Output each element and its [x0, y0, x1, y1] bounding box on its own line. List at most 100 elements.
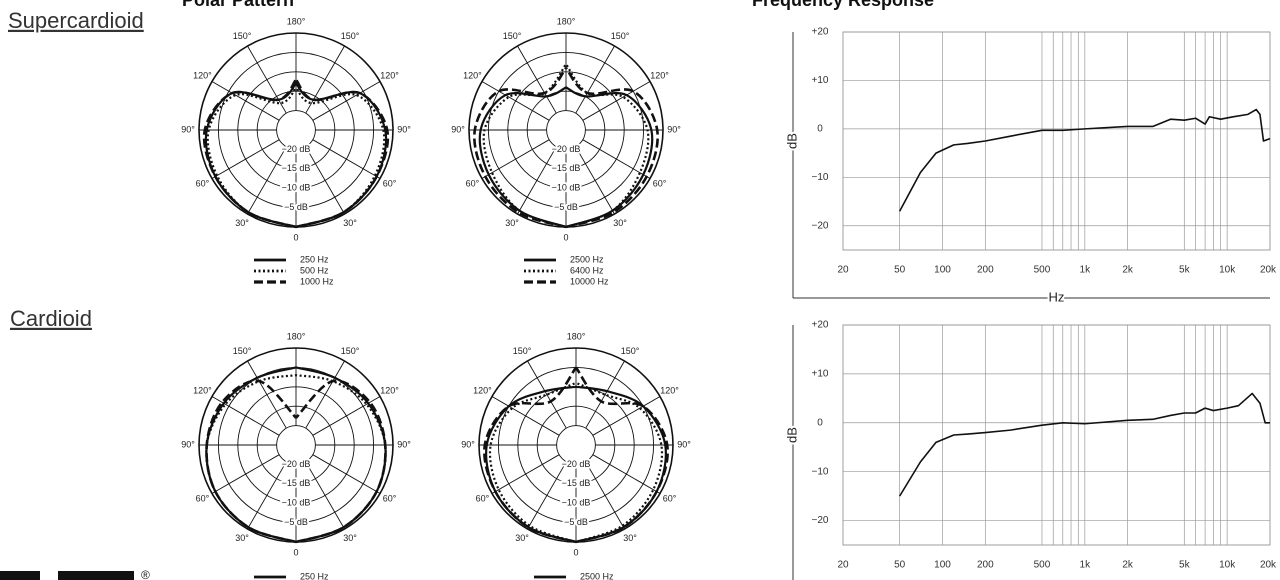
- angle-label: 120°: [193, 385, 212, 395]
- spoke: [211, 139, 280, 179]
- x-tick-label: 10k: [1219, 265, 1236, 276]
- polar-curve: [483, 366, 578, 544]
- response-curve: [898, 108, 1271, 212]
- angle-label: 120°: [463, 70, 482, 80]
- plot-frame: [842, 324, 1271, 546]
- angle-label: 30°: [515, 533, 529, 543]
- spoke: [491, 454, 560, 494]
- x-tick-label: 2k: [1122, 265, 1134, 276]
- ring-label: −10 dB: [552, 183, 581, 193]
- angle-label: 150°: [341, 31, 360, 41]
- response-curve: [898, 392, 1270, 497]
- y-tick-label: +10: [812, 369, 829, 380]
- spoke: [517, 146, 557, 215]
- legend-label: 500 Hz: [300, 265, 329, 275]
- x-tick-label: 20k: [1260, 560, 1277, 571]
- polar-curve: [205, 366, 297, 544]
- angle-label: 180°: [567, 331, 586, 341]
- x-tick-label: 50: [894, 560, 906, 571]
- polar-curve: [205, 379, 297, 544]
- angle-label: 30°: [623, 533, 637, 543]
- x-tick-label: 5k: [1179, 265, 1191, 276]
- polar-curve: [295, 366, 387, 544]
- polar-curve: [565, 63, 650, 229]
- polar-curve: [295, 86, 386, 229]
- y-tick-label: +10: [812, 75, 829, 86]
- x-tick-label: 20k: [1260, 265, 1277, 276]
- polar-curve: [295, 374, 387, 544]
- y-tick-label: +20: [812, 27, 829, 38]
- angle-label: 180°: [557, 16, 576, 26]
- angle-label: 150°: [233, 346, 252, 356]
- polar-curve: [564, 67, 659, 229]
- angle-label: 150°: [513, 346, 532, 356]
- ring-label: −20 dB: [282, 144, 311, 154]
- ring-label: −20 dB: [562, 459, 591, 469]
- angle-label: 60°: [383, 493, 397, 503]
- angle-label: 90°: [451, 124, 465, 134]
- angle-label: 30°: [235, 218, 249, 228]
- spoke: [211, 81, 280, 121]
- x-tick-label: 50: [894, 265, 906, 276]
- angle-label: 90°: [397, 124, 411, 134]
- legend-label: 1000 Hz: [300, 276, 334, 286]
- angle-label: 0: [563, 232, 568, 242]
- x-tick-label: 100: [934, 265, 951, 276]
- polar-chart: 0 30° 30° 60° 60° 90° 90° 120° 120° 150° 150° 180° −…: [451, 16, 681, 286]
- angle-label: 90°: [461, 439, 475, 449]
- x-tick-label: 20: [837, 560, 849, 571]
- polar-curve: [205, 374, 297, 544]
- polar-curve: [294, 78, 390, 229]
- logo-mark: ®: [141, 568, 150, 580]
- spoke: [491, 396, 560, 436]
- angle-label: 60°: [663, 493, 677, 503]
- polar-curve: [488, 381, 577, 544]
- spoke: [575, 146, 615, 215]
- angle-label: 120°: [380, 70, 399, 80]
- y-tick-label: 0: [817, 417, 823, 428]
- spoke: [211, 454, 280, 494]
- legend-label: 2500 Hz: [580, 571, 614, 580]
- y-axis-label: dB: [784, 133, 799, 149]
- spoke: [481, 139, 550, 179]
- polar-curve: [575, 381, 664, 544]
- angle-label: 120°: [650, 70, 669, 80]
- x-tick-label: 2k: [1122, 560, 1134, 571]
- polar-curve: [295, 82, 388, 229]
- ring-label: −20 dB: [282, 459, 311, 469]
- spoke: [312, 139, 381, 179]
- spoke: [312, 454, 381, 494]
- logo-shape: [58, 571, 134, 580]
- x-tick-label: 500: [1034, 265, 1051, 276]
- ring-label: −10 dB: [562, 498, 591, 508]
- angle-label: 90°: [181, 124, 195, 134]
- angle-label: 30°: [505, 218, 519, 228]
- spoke: [481, 81, 550, 121]
- x-tick-label: 20: [837, 265, 849, 276]
- section-title: Supercardioid: [8, 8, 144, 33]
- spoke: [247, 146, 287, 215]
- x-tick-label: 100: [934, 560, 951, 571]
- spoke: [592, 454, 661, 494]
- legend-label: 10000 Hz: [570, 276, 609, 286]
- ring-label: −10 dB: [282, 183, 311, 193]
- spoke: [592, 396, 661, 436]
- spoke: [305, 45, 345, 114]
- y-tick-label: −20: [812, 515, 829, 526]
- legend-label: 250 Hz: [300, 254, 329, 264]
- spoke: [305, 461, 345, 530]
- angle-label: 120°: [380, 385, 399, 395]
- y-tick-label: −20: [812, 220, 829, 231]
- y-tick-label: 0: [817, 124, 823, 135]
- polar-curve: [485, 385, 577, 544]
- ring-label: −15 dB: [562, 478, 591, 488]
- x-tick-label: 5k: [1179, 560, 1191, 571]
- angle-label: 120°: [473, 385, 492, 395]
- angle-label: 90°: [677, 439, 691, 449]
- angle-label: 180°: [287, 16, 306, 26]
- x-tick-label: 200: [977, 560, 994, 571]
- section-title: Cardioid: [10, 306, 92, 331]
- spoke: [247, 360, 287, 429]
- plot-frame: [842, 31, 1271, 251]
- spoke: [312, 81, 381, 121]
